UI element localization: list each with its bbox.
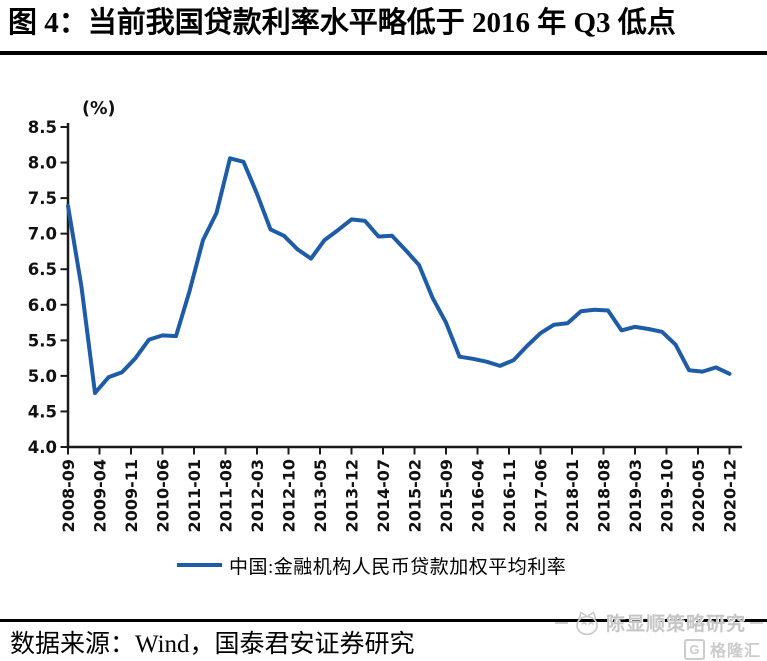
figure-title: 图 4：当前我国贷款利率水平略低于 2016 年 Q3 低点	[8, 7, 676, 39]
svg-text:2016-04: 2016-04	[469, 459, 488, 532]
svg-text:6.0: 6.0	[28, 296, 57, 315]
svg-text:2014-07: 2014-07	[374, 459, 393, 532]
svg-text:7.5: 7.5	[28, 189, 57, 208]
title-rule	[0, 51, 767, 55]
watermark-dash-right	[750, 621, 763, 624]
svg-text:2019-03: 2019-03	[626, 459, 645, 532]
svg-text:2013-05: 2013-05	[311, 459, 330, 532]
svg-text:2013-12: 2013-12	[343, 459, 362, 532]
watermark-brand: 格隆汇	[709, 643, 761, 660]
svg-text:2011-08: 2011-08	[217, 459, 236, 532]
svg-text:5.5: 5.5	[28, 331, 57, 350]
legend-line-swatch	[177, 563, 222, 567]
footer-rule	[0, 619, 767, 622]
svg-text:(%): (%)	[82, 99, 116, 119]
svg-text:8.0: 8.0	[28, 154, 57, 173]
svg-text:2018-08: 2018-08	[595, 459, 614, 532]
svg-text:2011-01: 2011-01	[185, 459, 204, 532]
legend-label: 中国:金融机构人民币贷款加权平均利率	[229, 556, 567, 578]
watermark: 陈显顺策略研究 G 格隆汇	[554, 609, 763, 661]
chart-legend: 中国:金融机构人民币贷款加权平均利率	[177, 553, 567, 578]
gelonghui-logo-icon: G	[683, 638, 705, 660]
svg-text:2008-09: 2008-09	[59, 459, 78, 532]
cat-mascot-icon	[576, 611, 598, 635]
watermark-row2: G 格隆汇	[555, 637, 763, 661]
svg-text:2015-02: 2015-02	[406, 459, 425, 532]
data-source-note: 数据来源：Wind，国泰君安证券研究	[10, 631, 415, 658]
svg-text:7.0: 7.0	[28, 225, 57, 244]
svg-text:4.5: 4.5	[28, 402, 57, 421]
svg-text:2009-04: 2009-04	[91, 459, 110, 532]
svg-text:2012-03: 2012-03	[248, 459, 267, 532]
series-line	[66, 156, 732, 395]
svg-text:5.0: 5.0	[28, 367, 57, 386]
svg-text:2010-06: 2010-06	[154, 459, 173, 532]
watermark-dash-left	[554, 621, 568, 624]
watermark-row1: 陈显顺策略研究	[554, 609, 763, 636]
svg-text:2018-01: 2018-01	[563, 459, 582, 532]
svg-text:2020-12: 2020-12	[721, 459, 740, 532]
svg-text:2012-10: 2012-10	[280, 459, 299, 532]
svg-text:2019-10: 2019-10	[658, 459, 677, 532]
svg-text:2009-11: 2009-11	[122, 459, 141, 532]
svg-text:2020-05: 2020-05	[689, 459, 708, 532]
line-chart: 4.0 4.5 5.0 5.5 6.0 6.5 7.0 7.5 8.0 8.5 (%) 2008-09…	[28, 99, 742, 532]
svg-text:2017-06: 2017-06	[532, 459, 551, 532]
svg-text:6.5: 6.5	[28, 260, 57, 279]
svg-text:2015-09: 2015-09	[437, 459, 456, 532]
svg-text:2016-11: 2016-11	[500, 459, 519, 532]
svg-text:4.0: 4.0	[28, 438, 57, 457]
watermark-name: 陈显顺策略研究	[605, 614, 746, 635]
svg-text:8.5: 8.5	[28, 118, 57, 137]
